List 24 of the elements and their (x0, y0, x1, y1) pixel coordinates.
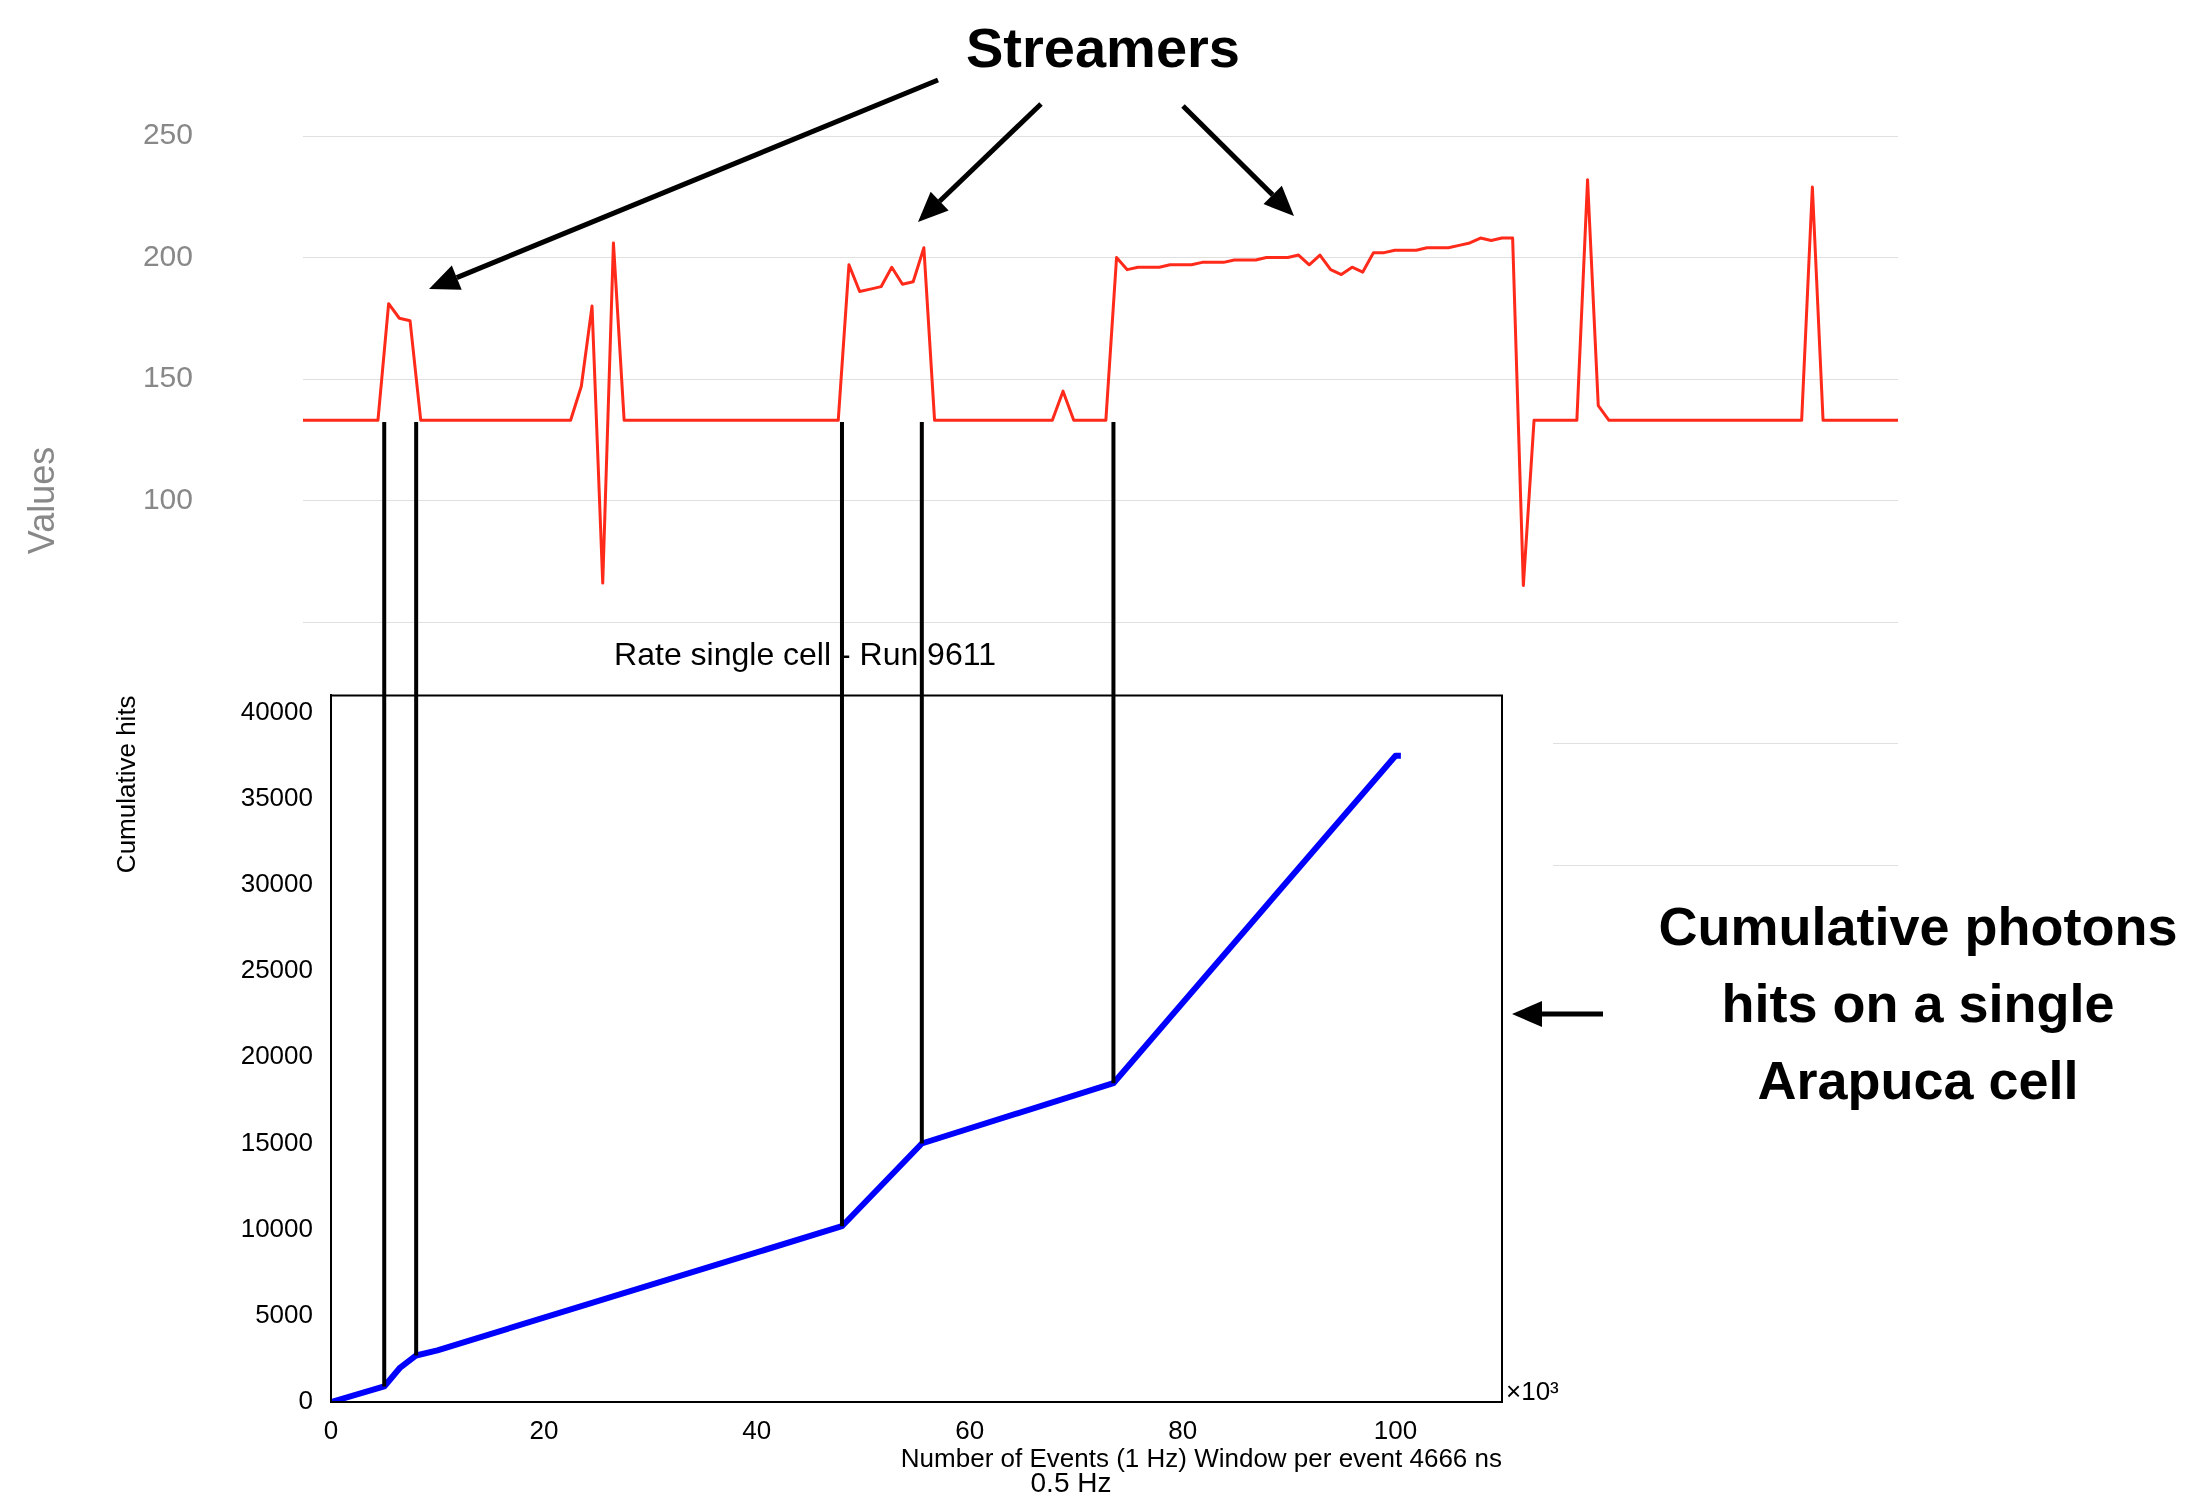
y-tick-label: 20000 (240, 1040, 313, 1071)
y-tick-label: 30000 (240, 868, 313, 899)
y-tick-label: 200 (142, 238, 193, 272)
y-tick-label: 10000 (240, 1212, 313, 1243)
y-tick-label: 150 (142, 360, 193, 394)
y-tick-label: 0 (298, 1385, 313, 1416)
y-tick-label: 35000 (240, 781, 313, 812)
y-tick-label: 250 (142, 117, 193, 151)
x-tick-label: 0 (323, 1414, 339, 1445)
text: Streamers (965, 16, 1241, 80)
x-tick-label: 40 (742, 1414, 772, 1445)
text: ×10³ (1506, 1376, 1560, 1406)
y-tick-label: 15000 (240, 1126, 313, 1157)
y-axis-title: Cumulative hits (110, 695, 141, 874)
y-tick-label: 100 (142, 481, 193, 515)
text: Cumulative photons hits on a single Arapuca cell (1657, 895, 2179, 1112)
x-tick-label: 20 (529, 1414, 559, 1445)
x-tick-label: 80 (1168, 1414, 1198, 1445)
x-tick-label: 100 (1373, 1414, 1418, 1445)
x-tick-label: 60 (955, 1414, 985, 1445)
y-tick-label: 5000 (255, 1299, 313, 1329)
y-tick-label: 25000 (240, 954, 313, 985)
y-tick-label: 40000 (240, 695, 313, 726)
y-axis-title: Values (20, 446, 62, 555)
